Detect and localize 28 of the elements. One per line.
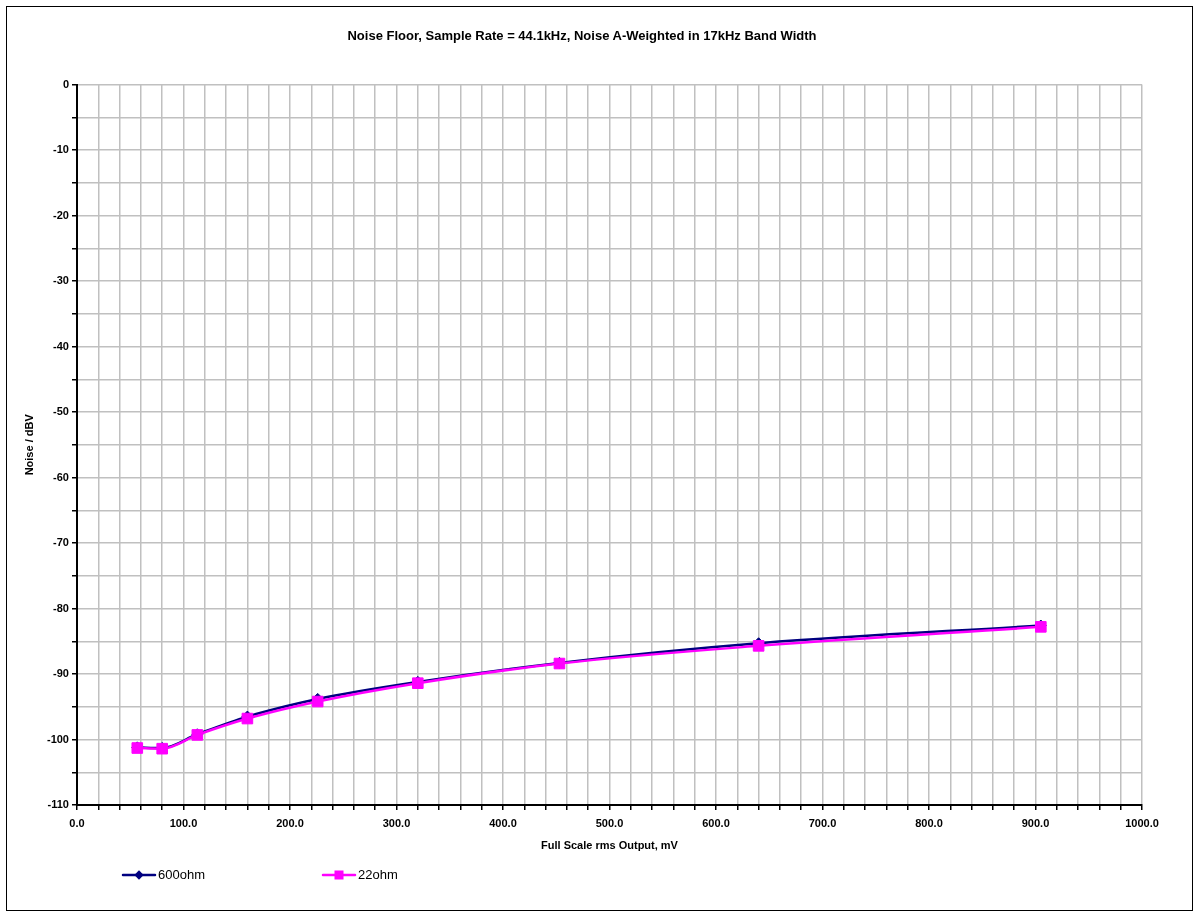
x-tick-label: 700.0 xyxy=(808,816,837,829)
y-tick-label: -20 xyxy=(53,208,69,221)
y-axis-title: Noise / dBV xyxy=(22,413,35,476)
y-tick-label: -50 xyxy=(53,405,69,418)
x-tick-label: 600.0 xyxy=(702,816,730,829)
legend-label: 600ohm xyxy=(158,866,205,882)
y-tick-label: -80 xyxy=(53,601,69,614)
y-tick-label: -60 xyxy=(53,470,69,483)
x-tick-label: 200.0 xyxy=(276,816,304,829)
y-tick-label: -90 xyxy=(53,667,69,680)
x-tick-label: 500.0 xyxy=(595,816,624,829)
legend-label: 22ohm xyxy=(358,866,398,882)
y-tick-label: -10 xyxy=(53,143,69,156)
chart-title: Noise Floor, Sample Rate = 44.1kHz, Noise A-Weighted in 17kHz Band Width xyxy=(347,28,817,44)
x-tick-label: 1000.0 xyxy=(1125,816,1159,829)
x-tick-label: 300.0 xyxy=(382,816,411,829)
y-tick-label: 0 xyxy=(62,77,69,90)
x-tick-label: 0.0 xyxy=(69,816,85,829)
x-tick-label: 800.0 xyxy=(915,816,943,829)
y-tick-label: -100 xyxy=(46,732,69,745)
y-tick-label: -70 xyxy=(53,536,69,549)
y-tick-label: -30 xyxy=(53,274,69,287)
x-axis-title: Full Scale rms Output, mV xyxy=(541,839,679,852)
x-tick-label: 900.0 xyxy=(1021,816,1050,829)
x-tick-label: 400.0 xyxy=(489,816,517,829)
y-tick-label: -40 xyxy=(53,339,69,352)
x-tick-label: 100.0 xyxy=(169,816,198,829)
y-tick-label: -110 xyxy=(47,798,69,811)
